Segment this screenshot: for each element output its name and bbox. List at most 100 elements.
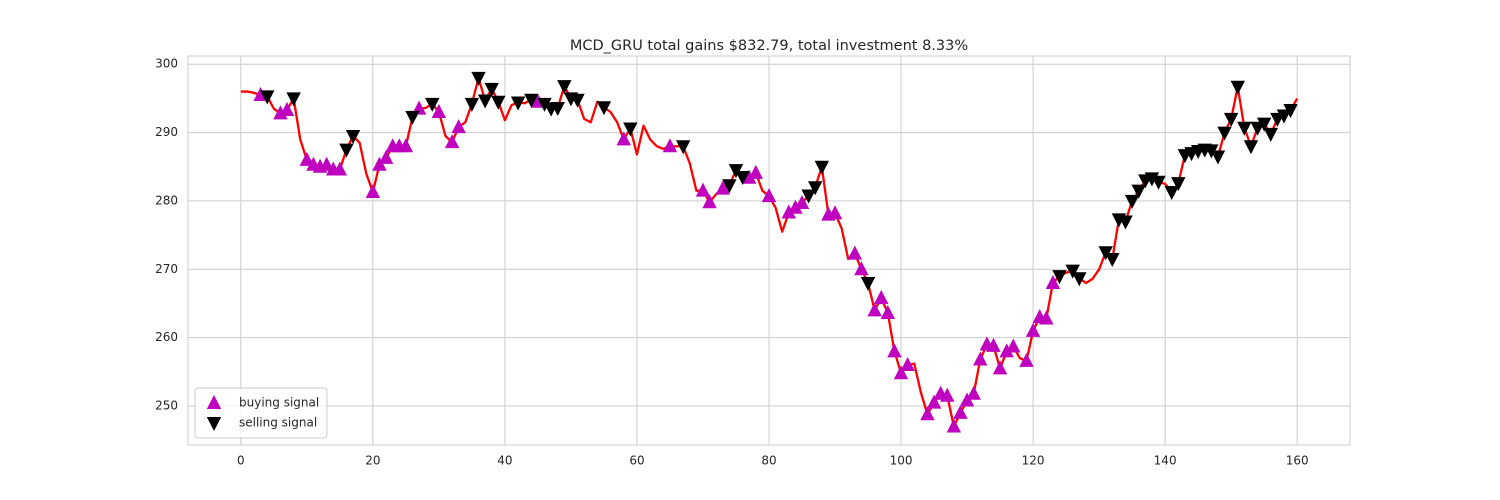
sell-marker <box>1065 264 1080 279</box>
buy-marker <box>662 138 678 153</box>
buy-marker <box>299 151 315 166</box>
buy-marker <box>761 188 777 203</box>
legend-box <box>194 387 328 439</box>
sell-marker <box>1131 184 1146 199</box>
y-tick-label: 290 <box>155 125 178 139</box>
buy-marker <box>854 261 869 276</box>
sell-marker <box>1105 253 1120 268</box>
sell-marker <box>1210 150 1226 165</box>
buy-marker <box>874 290 889 305</box>
x-tick-label: 140 <box>1154 454 1177 468</box>
sell-marker <box>814 160 830 175</box>
y-tick-label: 250 <box>155 399 178 413</box>
buy-marker <box>999 343 1014 358</box>
buy-marker <box>616 131 631 146</box>
x-tick-label: 20 <box>365 454 380 468</box>
sell-marker <box>1118 215 1133 230</box>
buy-marker <box>1019 352 1034 367</box>
x-tick-label: 160 <box>1286 454 1309 468</box>
legend-label: buying signal <box>239 396 319 410</box>
y-tick-label: 260 <box>155 330 178 344</box>
buy-marker <box>332 161 348 176</box>
buy-marker <box>887 343 902 358</box>
sell-marker <box>1151 175 1166 190</box>
sell-marker <box>1164 186 1179 201</box>
sell-marker <box>570 93 585 108</box>
y-tick-label: 270 <box>155 262 178 276</box>
sell-marker <box>722 179 737 194</box>
y-tick-label: 300 <box>155 57 178 71</box>
x-tick-label: 100 <box>890 454 913 468</box>
buy-marker <box>431 104 447 119</box>
buy-marker <box>741 169 757 184</box>
chart-title: MCD_GRU total gains $832.79, total inves… <box>570 38 968 54</box>
sell-marker <box>1237 121 1252 136</box>
y-tick-label: 280 <box>155 193 178 207</box>
sell-marker <box>675 140 691 155</box>
buy-marker <box>1006 338 1021 353</box>
sell-marker <box>260 90 275 105</box>
buy-marker <box>781 204 797 219</box>
legend-marker <box>206 417 222 431</box>
buy-marker <box>986 337 1001 352</box>
buy-marker <box>702 194 717 209</box>
buy-marker <box>1025 322 1041 337</box>
sell-marker <box>345 129 361 144</box>
sell-marker <box>623 122 638 137</box>
buy-marker <box>992 360 1008 375</box>
sell-marker <box>286 92 301 107</box>
sell-marker <box>550 101 565 116</box>
x-tick-label: 40 <box>497 454 512 468</box>
legend-marker <box>206 395 222 409</box>
buy-marker <box>953 404 968 419</box>
sell-marker <box>405 110 420 125</box>
buy-marker <box>788 199 803 214</box>
buy-marker <box>880 305 896 320</box>
buy-marker <box>1045 274 1061 289</box>
buy-marker <box>319 156 334 171</box>
buy-marker <box>966 385 981 400</box>
buy-marker <box>973 351 988 366</box>
sell-marker <box>808 181 823 196</box>
buy-marker <box>444 134 460 149</box>
sell-marker <box>477 94 493 109</box>
sell-marker <box>1263 127 1278 142</box>
sell-marker <box>860 276 876 291</box>
buy-marker <box>920 406 935 421</box>
sell-marker <box>596 101 612 116</box>
buy-marker <box>893 365 909 380</box>
sell-marker <box>1217 126 1232 141</box>
sell-marker <box>1124 194 1140 209</box>
sell-marker <box>484 82 499 97</box>
sell-marker <box>464 97 480 112</box>
buy-marker <box>695 182 711 197</box>
plot-frame <box>187 55 1351 446</box>
buy-marker <box>926 394 942 409</box>
buy-marker <box>398 138 414 153</box>
sell-marker <box>1230 80 1245 95</box>
buy-marker <box>451 119 466 134</box>
buy-marker <box>794 194 810 209</box>
sell-marker <box>510 96 526 111</box>
x-tick-label: 80 <box>761 454 776 468</box>
sell-marker <box>471 71 486 86</box>
buy-marker <box>867 302 882 317</box>
sell-marker <box>1256 117 1272 132</box>
x-tick-label: 60 <box>629 454 644 468</box>
buy-marker <box>1039 310 1054 325</box>
buy-marker <box>279 102 295 117</box>
sell-marker <box>524 93 539 108</box>
sell-marker <box>1052 270 1067 285</box>
sell-marker <box>491 95 506 110</box>
sell-marker <box>537 97 552 112</box>
sell-marker <box>801 189 816 204</box>
sell-marker <box>1223 112 1239 127</box>
buy-marker <box>847 245 863 260</box>
sell-marker <box>1072 272 1087 287</box>
buy-marker <box>827 205 843 220</box>
x-tick-label: 0 <box>237 454 245 468</box>
buy-marker <box>715 180 730 195</box>
legend-label: selling signal <box>239 416 317 430</box>
sell-marker <box>1171 177 1186 192</box>
